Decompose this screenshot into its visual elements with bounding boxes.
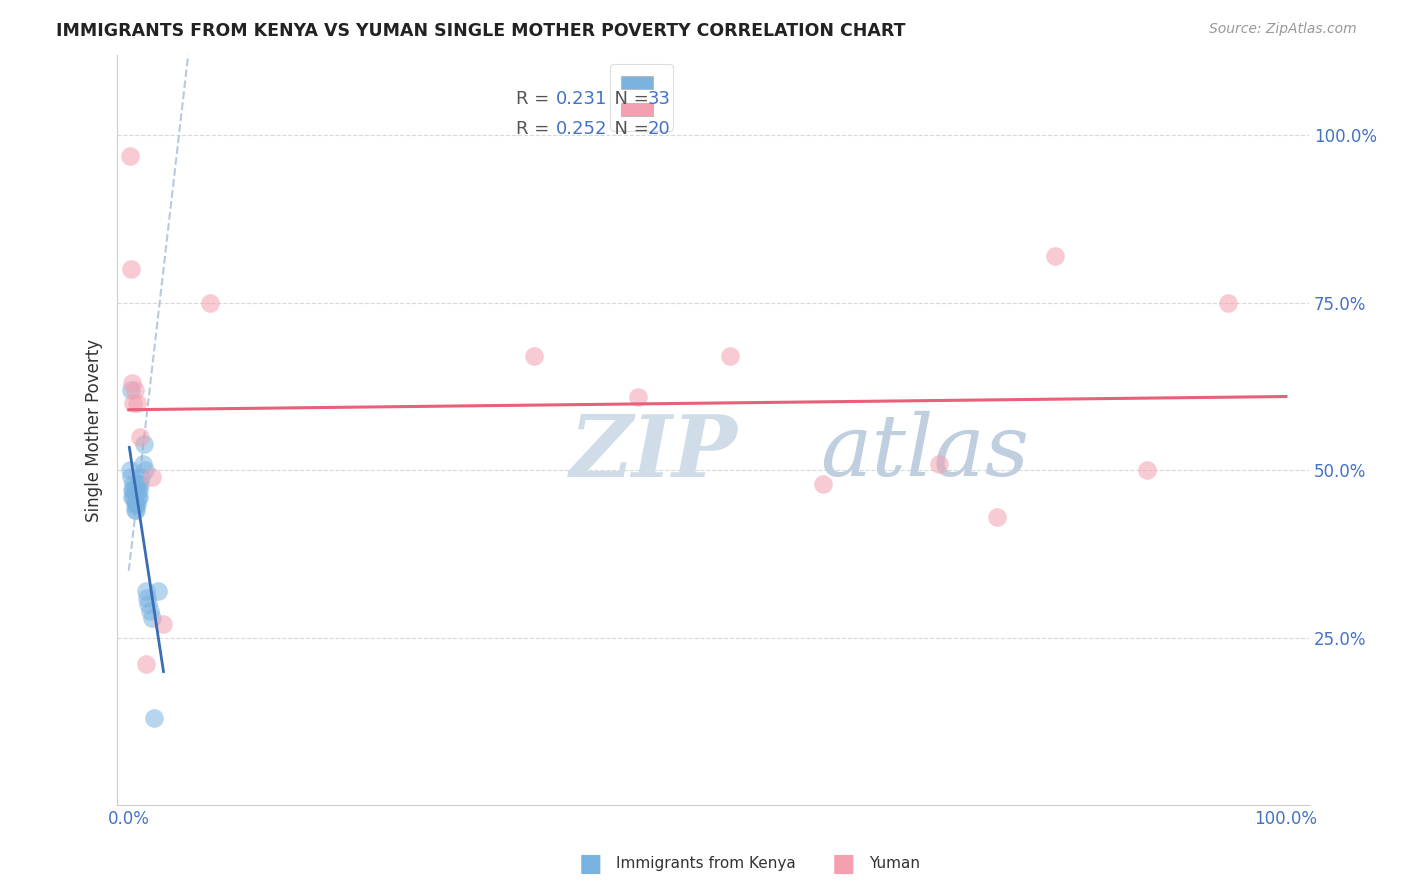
Text: R =: R = xyxy=(516,120,555,138)
Point xyxy=(122,396,145,410)
Y-axis label: Single Mother Poverty: Single Mother Poverty xyxy=(86,339,103,522)
Point xyxy=(125,497,148,511)
Text: Yuman: Yuman xyxy=(869,856,920,871)
Point xyxy=(1043,249,1066,263)
Point xyxy=(121,483,143,498)
Point xyxy=(124,383,146,397)
Point xyxy=(127,476,149,491)
Point xyxy=(121,490,143,504)
Point xyxy=(125,497,148,511)
Point xyxy=(131,457,153,471)
Point xyxy=(136,591,159,605)
Point xyxy=(118,148,141,162)
Point xyxy=(122,483,145,498)
Point xyxy=(1136,463,1159,477)
Point xyxy=(141,610,163,624)
Point xyxy=(129,430,152,444)
Point xyxy=(146,583,169,598)
Point xyxy=(131,470,153,484)
Point xyxy=(986,510,1008,524)
Point xyxy=(127,490,149,504)
Point xyxy=(928,457,950,471)
Point xyxy=(122,476,145,491)
Point xyxy=(120,383,142,397)
Text: 0.231: 0.231 xyxy=(555,90,607,108)
Point xyxy=(121,376,143,391)
Point xyxy=(627,390,650,404)
Point xyxy=(124,483,146,498)
Point xyxy=(811,476,834,491)
Point xyxy=(132,436,155,450)
Point xyxy=(152,617,174,632)
Text: R =: R = xyxy=(516,90,555,108)
Text: atlas: atlas xyxy=(821,411,1029,494)
Point xyxy=(134,463,156,477)
Text: 33: 33 xyxy=(648,90,671,108)
Point xyxy=(120,262,142,277)
Point xyxy=(135,657,157,672)
Point xyxy=(129,476,152,491)
Text: Source: ZipAtlas.com: Source: ZipAtlas.com xyxy=(1209,22,1357,37)
Point xyxy=(135,583,157,598)
Point xyxy=(124,490,146,504)
Point xyxy=(198,296,221,310)
Point xyxy=(125,483,148,498)
Text: N =: N = xyxy=(603,90,655,108)
Point xyxy=(122,490,145,504)
Point xyxy=(720,350,742,364)
Text: ZIP: ZIP xyxy=(569,411,738,494)
Point xyxy=(523,350,546,364)
Legend: , : , xyxy=(610,64,673,131)
Text: Immigrants from Kenya: Immigrants from Kenya xyxy=(616,856,796,871)
Point xyxy=(118,463,141,477)
Text: ■: ■ xyxy=(832,852,855,875)
Point xyxy=(128,490,150,504)
Point xyxy=(125,483,148,498)
Point xyxy=(125,396,148,410)
Point xyxy=(124,497,146,511)
Text: 20: 20 xyxy=(648,120,671,138)
Point xyxy=(141,470,163,484)
Point xyxy=(125,503,148,517)
Text: IMMIGRANTS FROM KENYA VS YUMAN SINGLE MOTHER POVERTY CORRELATION CHART: IMMIGRANTS FROM KENYA VS YUMAN SINGLE MO… xyxy=(56,22,905,40)
Text: ■: ■ xyxy=(579,852,602,875)
Point xyxy=(138,604,160,618)
Point xyxy=(124,503,146,517)
Text: N =: N = xyxy=(603,120,655,138)
Text: 0.252: 0.252 xyxy=(555,120,607,138)
Point xyxy=(128,483,150,498)
Point xyxy=(138,597,160,611)
Point xyxy=(143,711,166,725)
Point xyxy=(120,470,142,484)
Point xyxy=(1216,296,1239,310)
